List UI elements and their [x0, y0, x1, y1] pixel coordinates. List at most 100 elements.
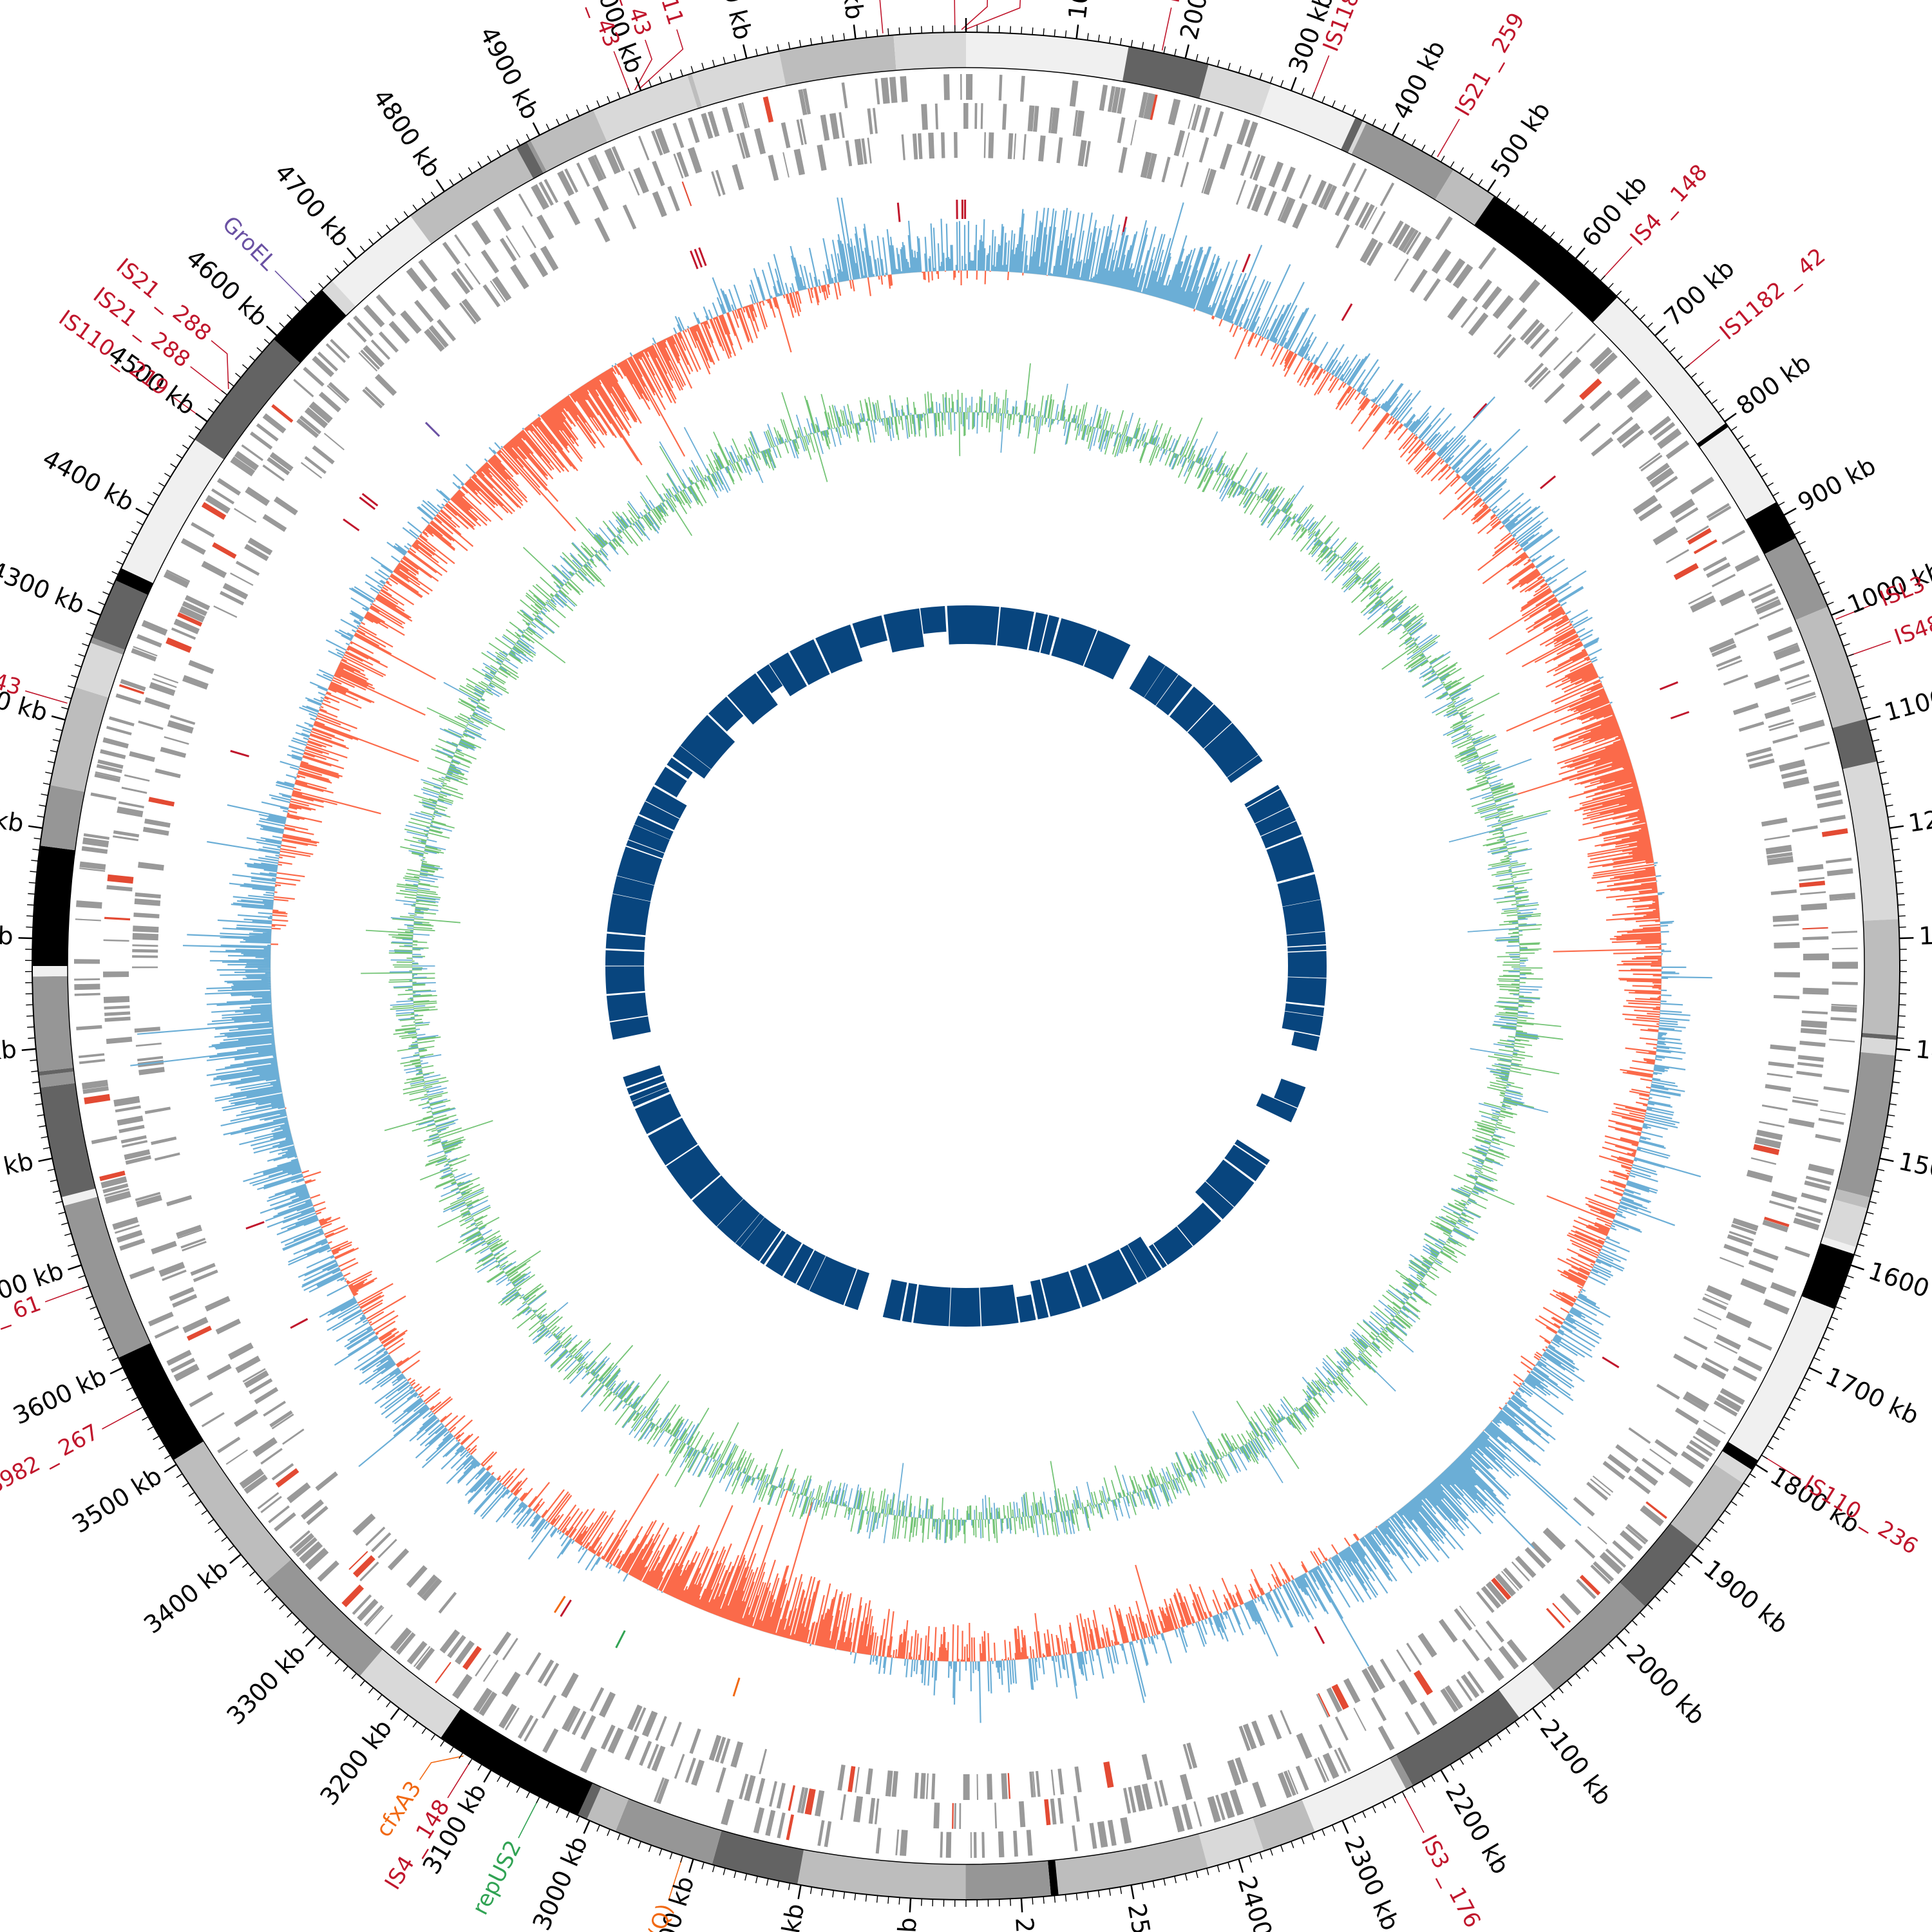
- feature-block: [1013, 133, 1017, 160]
- major-tick: [1724, 412, 1737, 422]
- feature-block: [1331, 1683, 1349, 1710]
- feature-block: [1491, 1577, 1511, 1600]
- minor-tick: [1749, 453, 1756, 459]
- feature-block: [121, 786, 147, 794]
- feature-block: [1773, 923, 1799, 927]
- feature-block: [840, 1794, 846, 1821]
- contig-segment: [63, 1197, 151, 1358]
- feature-block: [438, 1591, 457, 1614]
- minor-tick: [1352, 1815, 1356, 1823]
- minor-tick: [1804, 551, 1811, 555]
- minor-tick: [755, 48, 758, 56]
- homology-block: [1235, 1139, 1270, 1165]
- feature-block: [1123, 1788, 1132, 1814]
- feature-block: [177, 1229, 203, 1239]
- feature-block: [473, 1687, 493, 1713]
- minor-tick: [386, 224, 392, 231]
- homology-block: [1051, 618, 1097, 667]
- feature-block: [1038, 135, 1046, 162]
- feature-block: [1107, 86, 1115, 112]
- minor-tick: [1639, 314, 1645, 320]
- minor-tick: [449, 1746, 454, 1753]
- minor-tick: [1227, 1862, 1231, 1870]
- feature-block: [1748, 758, 1775, 769]
- feature-block: [1675, 507, 1699, 524]
- minor-tick: [1583, 260, 1589, 267]
- feature-block: [593, 155, 607, 179]
- major-tick: [435, 179, 446, 193]
- feature-block: [1759, 1121, 1785, 1128]
- feature-block: [1634, 1466, 1658, 1486]
- feature-block: [1732, 1218, 1759, 1231]
- feature-block: [685, 1757, 696, 1783]
- feature-block: [566, 1708, 581, 1732]
- feature-block: [1026, 1830, 1033, 1856]
- minor-tick: [1857, 1244, 1864, 1247]
- minor-tick: [279, 1604, 285, 1610]
- annotation-marker: [245, 1221, 265, 1230]
- minor-tick: [228, 381, 234, 387]
- minor-tick: [744, 1873, 748, 1881]
- contig-segment: [1396, 1689, 1520, 1786]
- feature-block: [498, 1703, 517, 1729]
- feature-block: [1476, 1591, 1495, 1613]
- minor-tick: [1311, 91, 1315, 99]
- contig-segment: [530, 109, 608, 172]
- contig-segment: [332, 215, 431, 307]
- minor-tick: [1778, 501, 1785, 506]
- minor-tick: [1743, 444, 1750, 450]
- feature-block: [1595, 352, 1618, 375]
- feature-block: [1181, 1803, 1193, 1830]
- tick-label: 1600 kb: [1865, 1256, 1932, 1315]
- homology-block: [913, 1284, 951, 1327]
- minor-tick: [1301, 1837, 1305, 1844]
- minor-tick: [1804, 1377, 1811, 1381]
- minor-tick: [1362, 114, 1367, 121]
- minor-tick: [506, 1781, 511, 1788]
- feature-block: [1353, 1707, 1367, 1731]
- major-tick: [195, 412, 208, 422]
- annotation-leader-line: [419, 1755, 464, 1781]
- feature-block: [755, 1777, 766, 1804]
- major-tick: [305, 1635, 316, 1647]
- feature-block: [1804, 1180, 1830, 1191]
- minor-tick: [1891, 1092, 1899, 1095]
- feature-block: [1495, 1573, 1516, 1597]
- feature-block: [1546, 1607, 1565, 1629]
- major-tick: [1020, 1898, 1023, 1913]
- feature-block: [1764, 1217, 1790, 1227]
- feature-block: [268, 1505, 290, 1524]
- major-tick: [532, 122, 541, 136]
- minor-tick: [153, 491, 160, 497]
- feature-block: [652, 191, 667, 218]
- contig-segment: [359, 1649, 461, 1738]
- feature-block: [325, 343, 346, 363]
- minor-tick: [1600, 1651, 1606, 1657]
- minor-tick: [194, 426, 202, 431]
- feature-block: [260, 1448, 283, 1465]
- homology-block: [1070, 1264, 1101, 1307]
- feature-block: [1299, 174, 1312, 199]
- feature-block: [243, 1474, 268, 1494]
- minor-tick: [468, 1758, 473, 1765]
- contig-segment: [194, 339, 300, 460]
- minor-tick: [201, 1510, 208, 1515]
- feature-block: [1768, 1061, 1794, 1068]
- feature-block: [211, 488, 235, 505]
- minor-tick: [1704, 1537, 1711, 1542]
- feature-block: [182, 1316, 209, 1333]
- contig-segment: [526, 140, 547, 173]
- contig-segment: [587, 1786, 629, 1832]
- minor-tick: [810, 1886, 813, 1895]
- feature-block: [1097, 1821, 1108, 1848]
- feature-block: [674, 1754, 685, 1779]
- feature-block: [1173, 129, 1186, 156]
- feature-block: [1819, 815, 1846, 823]
- minor-tick: [1737, 1492, 1744, 1497]
- feature-block: [138, 862, 164, 871]
- feature-block: [1227, 1759, 1242, 1786]
- feature-block: [654, 128, 670, 155]
- minor-tick: [1853, 674, 1861, 678]
- feature-block: [217, 478, 242, 496]
- feature-block: [1236, 118, 1251, 146]
